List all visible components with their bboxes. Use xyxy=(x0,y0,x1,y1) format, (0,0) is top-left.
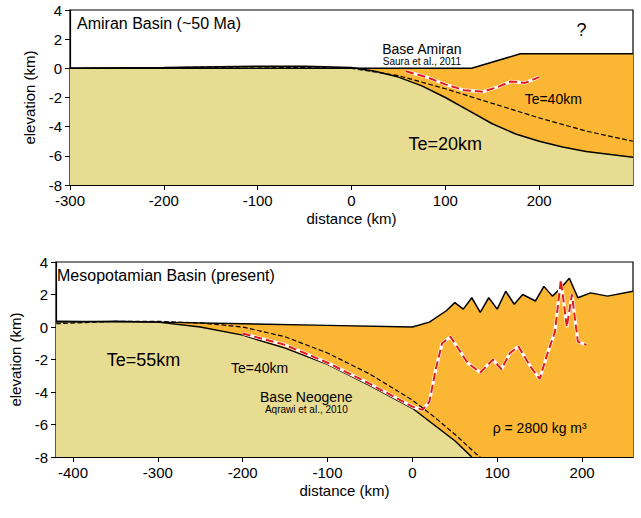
svg-text:Te=55km: Te=55km xyxy=(107,350,181,370)
svg-text:-8: -8 xyxy=(49,177,62,194)
svg-text:0: 0 xyxy=(347,192,355,209)
svg-text:-300: -300 xyxy=(55,192,85,209)
svg-text:-4: -4 xyxy=(35,384,48,401)
svg-text:100: 100 xyxy=(485,464,510,481)
svg-text:-200: -200 xyxy=(228,464,258,481)
svg-text:-8: -8 xyxy=(35,449,48,466)
svg-text:-2: -2 xyxy=(49,89,62,106)
svg-text:2: 2 xyxy=(40,286,48,303)
svg-text:-6: -6 xyxy=(35,416,48,433)
svg-text:Base Amiran: Base Amiran xyxy=(382,41,461,57)
svg-text:Mesopotamian Basin (present): Mesopotamian Basin (present) xyxy=(57,267,275,284)
svg-text:?: ? xyxy=(576,20,586,40)
svg-text:4: 4 xyxy=(40,254,48,271)
svg-text:-100: -100 xyxy=(313,464,343,481)
svg-text:Amiran Basin (~50 Ma): Amiran Basin (~50 Ma) xyxy=(77,15,241,32)
svg-text:0: 0 xyxy=(54,60,62,77)
svg-text:distance (km): distance (km) xyxy=(299,482,389,499)
svg-text:-200: -200 xyxy=(149,192,179,209)
svg-text:Base Neogene: Base Neogene xyxy=(260,389,353,405)
svg-text:-2: -2 xyxy=(35,351,48,368)
svg-text:200: 200 xyxy=(527,192,552,209)
svg-text:-4: -4 xyxy=(49,118,62,135)
svg-text:elevation (km): elevation (km) xyxy=(7,312,24,406)
svg-text:0: 0 xyxy=(40,319,48,336)
svg-text:distance (km): distance (km) xyxy=(306,210,396,227)
svg-text:-300: -300 xyxy=(143,464,173,481)
svg-text:-6: -6 xyxy=(49,147,62,164)
svg-text:Te=40km: Te=40km xyxy=(525,91,582,107)
svg-text:elevation (km): elevation (km) xyxy=(21,50,38,144)
svg-text:Te=40km: Te=40km xyxy=(231,360,288,376)
svg-text:-400: -400 xyxy=(58,464,88,481)
svg-text:200: 200 xyxy=(570,464,595,481)
svg-text:4: 4 xyxy=(54,2,62,19)
svg-text:0: 0 xyxy=(408,464,416,481)
svg-text:ρ = 2800 kg m³: ρ = 2800 kg m³ xyxy=(493,420,587,436)
svg-text:Saura et al., 2011: Saura et al., 2011 xyxy=(383,56,462,67)
svg-text:-100: -100 xyxy=(243,192,273,209)
svg-text:Te=20km: Te=20km xyxy=(409,134,483,154)
svg-text:100: 100 xyxy=(433,192,458,209)
svg-text:Aqrawi et al., 2010: Aqrawi et al., 2010 xyxy=(265,404,348,415)
svg-text:2: 2 xyxy=(54,31,62,48)
